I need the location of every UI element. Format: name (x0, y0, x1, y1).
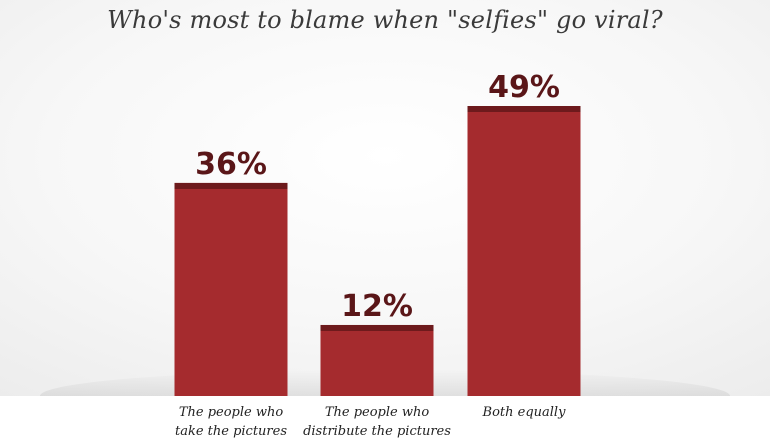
category-label: distribute the pictures (303, 424, 451, 439)
chart-title: Who's most to blame when "selfies" go vi… (107, 6, 663, 34)
category-label: The people who (179, 405, 284, 420)
bar-value-label: 36% (195, 147, 267, 182)
bar-cap (174, 182, 288, 189)
floor (0, 396, 770, 446)
category-label: The people who (325, 405, 430, 420)
category-label: Both equally (482, 405, 567, 420)
bar (467, 106, 581, 396)
bar (320, 324, 434, 396)
bar-value-label: 49% (488, 70, 560, 105)
bar-cap (467, 106, 581, 112)
bars-group: 36% The people who take the pictures 12% The… (174, 70, 581, 439)
bar (174, 182, 288, 396)
category-label: take the pictures (175, 424, 287, 439)
bar-cap (320, 324, 434, 331)
bar-value-label: 12% (341, 289, 413, 324)
